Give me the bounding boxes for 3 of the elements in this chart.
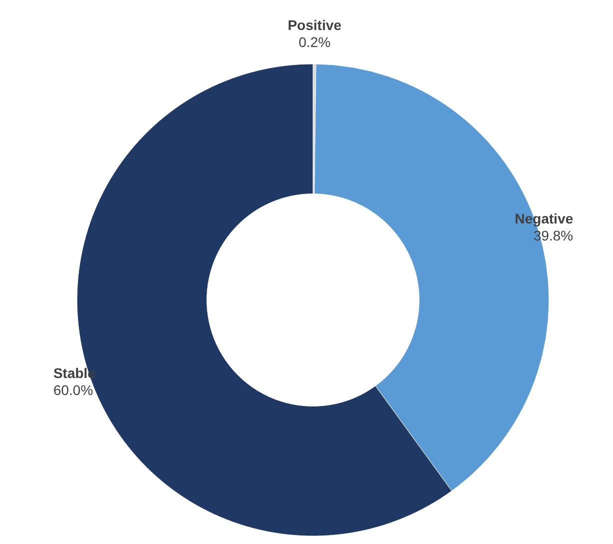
data-label: 0.2% [298, 34, 331, 50]
data-label: 60.0% [53, 382, 94, 398]
slice-label: Positive [288, 17, 342, 34]
